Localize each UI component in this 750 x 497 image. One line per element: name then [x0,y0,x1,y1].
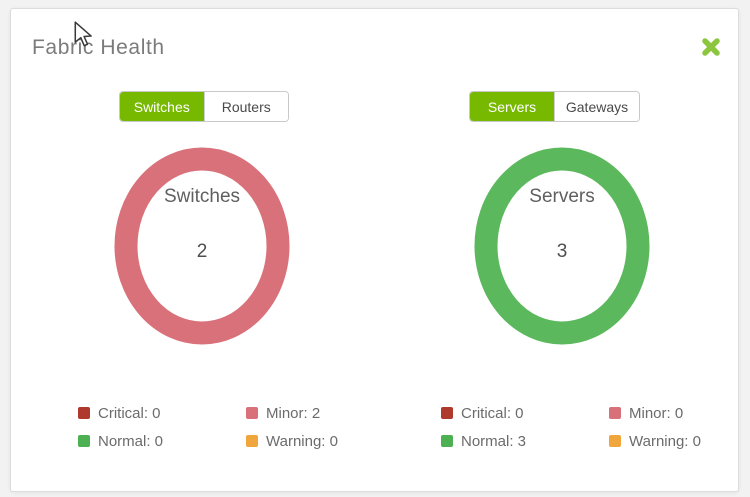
legend-item-minor: Minor: 2 [246,404,338,422]
legend-item-minor: Minor: 0 [609,404,701,422]
donut-center-value: 3 [556,241,568,262]
switches-routers-toggle: Switches Routers [119,91,289,122]
switches-donut-ring[interactable] [114,147,290,345]
legend-label: Minor: 2 [266,404,321,422]
switches-donut-chart[interactable]: Switches 2 [102,136,302,356]
mouse-cursor-icon [74,21,92,47]
legend-label: Critical: 0 [98,404,161,422]
legend-label: Normal: 3 [461,432,527,450]
toggle-servers-button[interactable]: Servers [470,92,554,121]
minor-color-swatch [246,407,258,419]
donut-center-label: Servers [529,186,595,207]
fabric-health-dialog: Fabric Health Switches Routers Switches … [10,8,739,492]
minor-color-swatch [609,407,621,419]
warning-color-swatch [246,435,258,447]
donut-center-label: Switches [163,186,241,207]
warning-color-swatch [609,435,621,447]
close-button[interactable] [699,36,723,60]
donut-center-value: 2 [196,241,208,262]
servers-donut-ring[interactable] [474,147,650,345]
toggle-routers-button[interactable]: Routers [203,92,288,121]
close-icon [702,37,720,56]
legend-item-warning: Warning: 0 [246,432,338,450]
legend-item-normal: Normal: 3 [441,432,609,450]
toggle-gateways-button[interactable]: Gateways [554,92,639,121]
dialog-title: Fabric Health [32,36,165,59]
legend-label: Warning: 0 [629,432,701,450]
toggle-switches-button[interactable]: Switches [120,92,204,121]
normal-color-swatch [441,435,453,447]
legend-item-warning: Warning: 0 [609,432,701,450]
legend-item-normal: Normal: 0 [78,432,246,450]
normal-color-swatch [78,435,90,447]
legend-label: Minor: 0 [629,404,684,422]
servers-gateways-toggle: Servers Gateways [469,91,640,122]
legend-item-critical: Critical: 0 [78,404,246,422]
legend-item-critical: Critical: 0 [441,404,609,422]
switches-legend: Critical: 0 Minor: 2 Normal: 0 Warning: … [78,404,338,450]
legend-label: Normal: 0 [98,432,164,450]
critical-color-swatch [78,407,90,419]
legend-label: Warning: 0 [266,432,338,450]
servers-legend: Critical: 0 Minor: 0 Normal: 3 Warning: … [441,404,701,450]
legend-label: Critical: 0 [461,404,524,422]
servers-donut-chart[interactable]: Servers 3 [462,136,662,356]
critical-color-swatch [441,407,453,419]
